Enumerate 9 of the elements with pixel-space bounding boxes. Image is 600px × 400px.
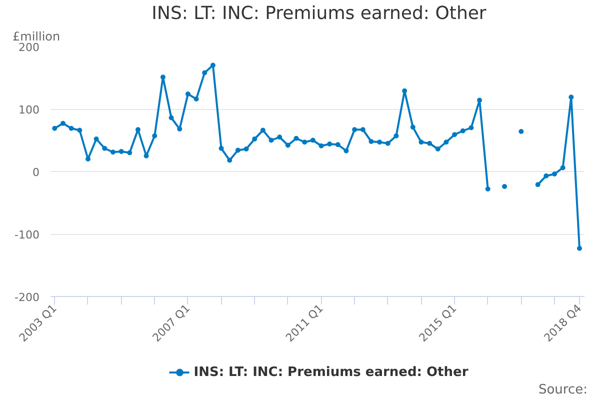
- y-tick-label: -200: [14, 291, 40, 304]
- y-tick-label: 200: [18, 41, 40, 54]
- chart-title: INS: LT: INC: Premiums earned: Other: [152, 3, 487, 24]
- y-tick-label: 100: [18, 104, 40, 116]
- legend-label: INS: LT: INC: Premiums earned: Other: [194, 364, 468, 380]
- y-tick-label: -100: [14, 228, 40, 242]
- source-note: Source:: [538, 382, 588, 398]
- y-tick-label: 0: [32, 166, 40, 179]
- y-axis-title: £million: [12, 30, 60, 44]
